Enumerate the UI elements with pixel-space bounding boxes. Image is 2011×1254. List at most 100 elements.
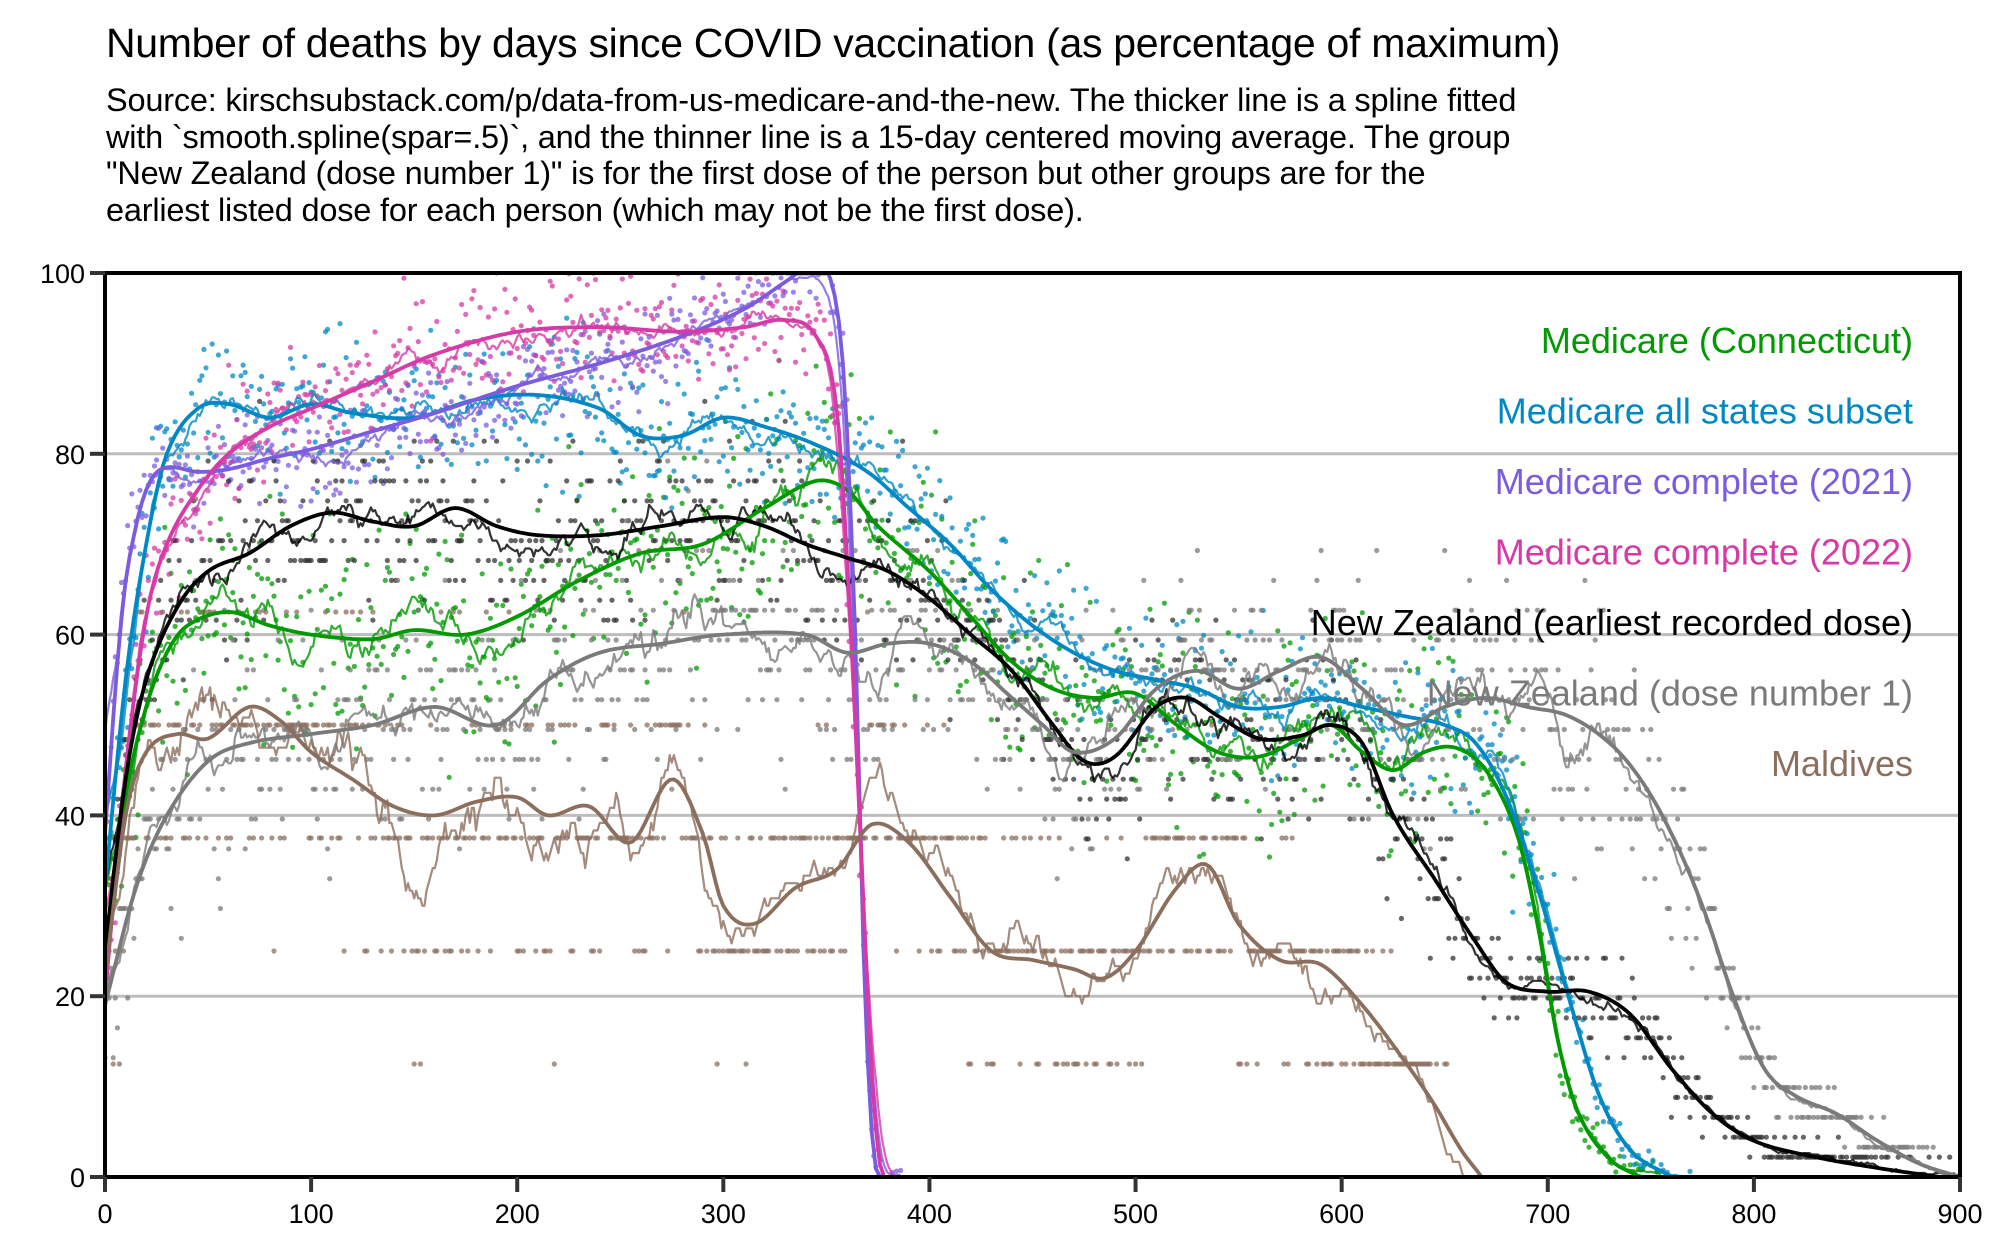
data-point: [269, 408, 275, 414]
data-point: [417, 439, 423, 445]
data-point: [407, 538, 413, 544]
data-point: [632, 498, 638, 504]
spline-line: [105, 317, 1960, 1177]
data-point: [287, 638, 294, 644]
data-point: [1223, 657, 1229, 663]
data-point: [1137, 786, 1143, 792]
data-point: [982, 835, 988, 841]
data-point: [518, 581, 524, 587]
data-point: [364, 403, 370, 409]
data-point: [1120, 637, 1126, 643]
data-point: [762, 340, 768, 347]
data-point: [182, 474, 188, 480]
data-point: [228, 538, 234, 544]
data-point: [300, 383, 306, 389]
data-point: [1143, 736, 1149, 743]
data-point: [529, 722, 535, 728]
data-point: [862, 420, 869, 426]
data-point: [792, 359, 799, 365]
data-point: [327, 419, 333, 425]
data-point: [228, 726, 234, 733]
data-point: [933, 835, 939, 841]
data-point: [428, 667, 434, 673]
data-point: [213, 617, 219, 623]
data-point: [665, 948, 671, 954]
data-point: [599, 374, 605, 380]
data-point: [578, 450, 584, 456]
data-point: [590, 538, 597, 544]
data-point: [322, 484, 329, 490]
data-point: [271, 726, 277, 733]
data-point: [615, 697, 621, 703]
data-point: [549, 557, 555, 564]
data-point: [1087, 796, 1093, 802]
data-point: [265, 697, 271, 703]
data-point: [1419, 706, 1425, 712]
data-point: [174, 700, 180, 706]
data-point: [456, 846, 463, 852]
data-point: [780, 547, 786, 554]
data-point: [555, 637, 562, 643]
data-point: [224, 348, 230, 354]
data-point: [475, 636, 481, 642]
data-point: [298, 414, 304, 420]
data-point: [539, 835, 545, 841]
data-point: [477, 304, 483, 311]
data-point: [749, 560, 755, 566]
data-point: [160, 739, 166, 745]
data-point: [576, 276, 582, 282]
data-point: [797, 468, 803, 474]
data-point: [1126, 1061, 1132, 1067]
data-point: [875, 756, 881, 763]
data-point: [784, 557, 790, 564]
data-point: [1069, 736, 1075, 743]
data-point: [757, 667, 764, 673]
data-point: [615, 328, 621, 334]
data-point: [772, 478, 778, 484]
data-point: [399, 816, 405, 822]
data-point: [1347, 782, 1353, 788]
data-point: [1271, 790, 1277, 797]
data-point: [813, 363, 819, 369]
data-point: [1279, 713, 1285, 720]
data-point: [1524, 831, 1530, 837]
data-point: [184, 441, 190, 447]
data-point: [677, 538, 683, 544]
data-point: [842, 617, 848, 623]
data-point: [607, 333, 613, 339]
data-point: [549, 349, 555, 355]
data-point: [364, 562, 370, 568]
data-point: [867, 597, 873, 603]
data-point: [698, 597, 704, 603]
data-point: [1050, 948, 1056, 954]
data-point: [1231, 731, 1238, 738]
data-point: [1456, 876, 1462, 882]
data-point: [1910, 1144, 1916, 1150]
data-point: [355, 835, 362, 841]
data-point: [1025, 602, 1031, 608]
data-point: [957, 682, 964, 689]
data-point: [557, 356, 564, 362]
data-point: [753, 478, 759, 484]
data-point: [716, 637, 722, 643]
data-point: [401, 948, 407, 954]
data-point: [819, 418, 825, 424]
data-point: [658, 374, 665, 380]
data-point: [391, 478, 397, 484]
data-point: [912, 697, 918, 703]
data-point: [252, 816, 259, 822]
data-point: [446, 774, 452, 780]
data-point: [1114, 698, 1120, 705]
data-point: [496, 413, 502, 419]
data-point: [1260, 637, 1266, 643]
data-point: [689, 697, 696, 703]
data-point: [1155, 667, 1161, 673]
data-point: [1174, 667, 1180, 673]
data-point: [679, 478, 685, 484]
data-point: [1205, 732, 1211, 738]
data-point: [1198, 637, 1205, 643]
data-point: [1788, 1114, 1794, 1120]
data-point: [184, 597, 190, 603]
data-point: [1155, 637, 1161, 643]
data-point: [1159, 642, 1165, 648]
